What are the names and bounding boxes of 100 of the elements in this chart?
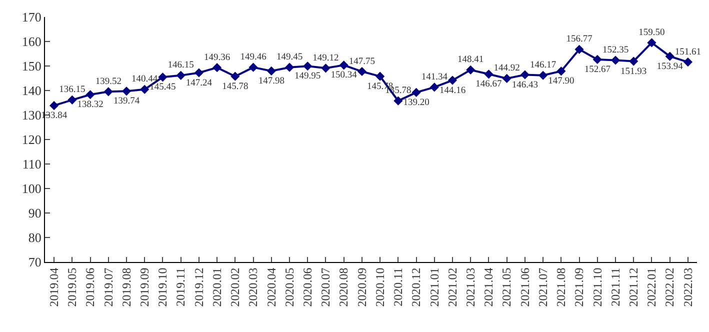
- data-label: 149.12: [312, 53, 340, 64]
- data-label: 146.15: [168, 60, 194, 71]
- x-tick-label: 2020.05: [282, 268, 296, 307]
- data-label: 159.50: [638, 28, 666, 38]
- point: [610, 56, 620, 65]
- x-tick-label: 2021.11: [608, 268, 622, 306]
- data-label: 145.45: [150, 82, 176, 93]
- point: [140, 84, 150, 94]
- point: [230, 72, 240, 81]
- x-tick-label: 2019.05: [65, 268, 80, 307]
- y-tick-label: 90: [28, 206, 42, 221]
- point: [520, 70, 530, 80]
- data-label: 145.78: [222, 82, 248, 92]
- data-label: 147.75: [348, 56, 376, 67]
- data-label: 149.46: [240, 52, 267, 63]
- point: [466, 65, 476, 74]
- data-label: 151.93: [620, 66, 647, 77]
- data-label: 144.92: [494, 64, 520, 74]
- x-tick-label: 2021.04: [482, 268, 496, 307]
- x-tick-label: 2021.12: [626, 268, 641, 307]
- point: [376, 72, 385, 81]
- point: [104, 87, 113, 96]
- x-tick-label: 2022.03: [680, 268, 695, 307]
- point: [284, 62, 294, 72]
- x-tick-label: 2019.10: [156, 268, 170, 307]
- x-tick-label: 2019.04: [46, 268, 61, 307]
- data-label: 144.16: [439, 86, 466, 96]
- x-tick-label: 2021.05: [500, 268, 514, 307]
- point: [122, 86, 132, 96]
- point: [647, 38, 656, 48]
- x-tick-label: 2020.08: [336, 268, 351, 307]
- y-tick-label: 110: [22, 156, 42, 172]
- point: [266, 66, 276, 76]
- y-tick-label: 170: [22, 10, 42, 25]
- y-tick-label: 130: [22, 108, 42, 123]
- x-tick-label: 2021.09: [572, 268, 586, 307]
- point: [339, 60, 348, 70]
- x-tick-label: 2020.12: [409, 268, 424, 307]
- x-tick-label: 2019.08: [119, 268, 134, 307]
- x-tick-label: 2020.09: [354, 268, 369, 307]
- point: [538, 70, 548, 80]
- data-label: 152.67: [584, 64, 611, 75]
- point: [665, 52, 674, 61]
- data-label: 149.95: [294, 72, 321, 82]
- data-label: 149.45: [276, 52, 303, 63]
- data-label: 148.41: [458, 55, 484, 66]
- x-tick-label: 2021.01: [427, 268, 442, 307]
- data-label: 141.34: [421, 72, 448, 82]
- point: [556, 66, 566, 76]
- point: [574, 44, 584, 54]
- x-tick-label: 2020.03: [246, 268, 260, 307]
- data-label: 156.77: [566, 34, 593, 45]
- x-tick-label: 2020.02: [228, 268, 242, 307]
- point: [592, 54, 602, 64]
- point: [303, 62, 312, 71]
- data-label: 146.43: [512, 80, 538, 90]
- x-tick-label: 2019.12: [192, 268, 206, 307]
- x-tick-label: 2020.11: [391, 268, 406, 306]
- y-tick-label: 80: [28, 230, 42, 246]
- x-tick-label: 2019.07: [101, 268, 116, 307]
- data-label: 153.94: [656, 62, 684, 72]
- x-tick-label: 2020.06: [300, 268, 315, 307]
- data-label: 152.35: [602, 45, 629, 56]
- x-tick-label: 2021.08: [554, 268, 568, 307]
- point: [502, 74, 512, 83]
- x-tick-label: 2021.03: [464, 268, 478, 307]
- point: [357, 66, 366, 76]
- data-label: 146.67: [476, 80, 502, 90]
- x-tick-label: 2019.11: [174, 268, 188, 306]
- point: [430, 82, 439, 92]
- x-tick-label: 2020.07: [318, 268, 333, 307]
- point: [158, 72, 168, 82]
- point: [248, 62, 258, 72]
- point: [50, 101, 59, 110]
- x-tick-label: 2020.04: [264, 268, 278, 307]
- data-label: 139.20: [403, 98, 430, 108]
- data-label: 136.15: [59, 85, 86, 96]
- point: [176, 70, 186, 80]
- y-tick-label: 140: [22, 83, 42, 98]
- y-tick-label: 100: [22, 181, 42, 196]
- point: [194, 68, 204, 78]
- x-tick-label: 2022.01: [644, 268, 659, 307]
- data-label: 147.24: [186, 78, 212, 88]
- point: [448, 76, 458, 85]
- data-label: 151.61: [674, 47, 702, 58]
- y-tick-label: 160: [22, 34, 42, 50]
- x-tick-label: 2021.10: [590, 268, 604, 307]
- point: [484, 70, 494, 79]
- data-label: 149.36: [204, 52, 230, 63]
- data-label: 150.34: [330, 70, 358, 81]
- point: [212, 63, 222, 72]
- y-tick-label: 120: [22, 132, 42, 148]
- x-tick-label: 2020.10: [372, 268, 387, 307]
- point: [86, 90, 95, 100]
- data-label: 147.90: [548, 76, 574, 87]
- x-tick-label: 2021.02: [445, 268, 460, 307]
- x-tick-label: 2019.09: [138, 268, 152, 307]
- x-tick-label: 2021.07: [536, 268, 550, 307]
- point: [68, 95, 77, 104]
- x-tick-label: 2022.02: [662, 268, 677, 307]
